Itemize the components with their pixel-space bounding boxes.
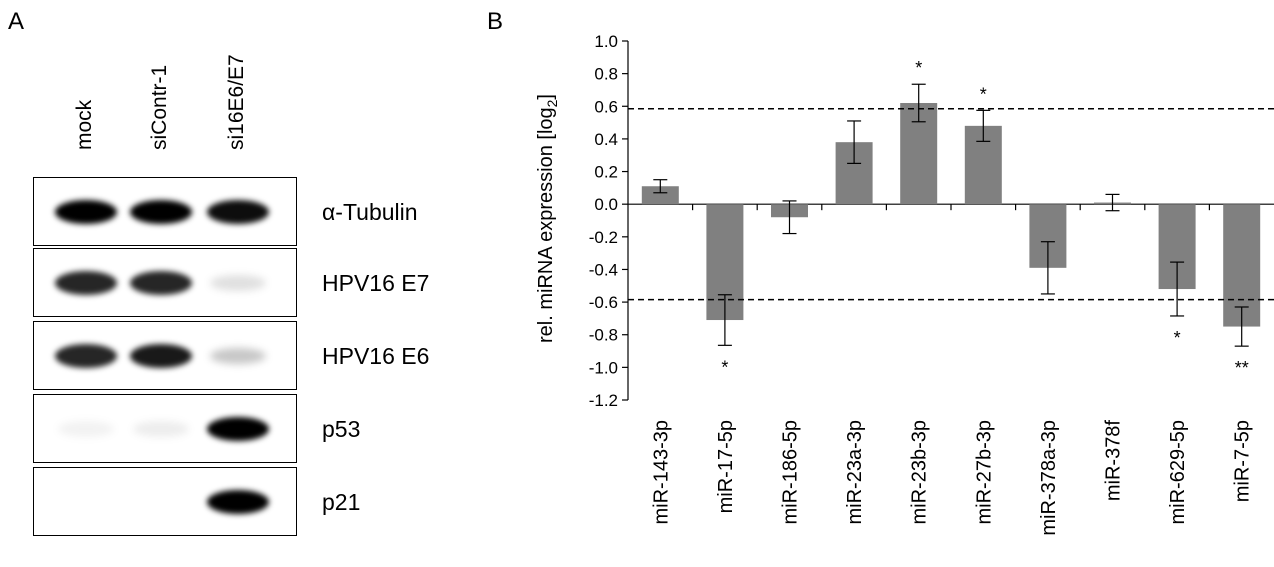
significance-marker: * <box>980 84 987 104</box>
y-tick-label: 0.2 <box>594 163 618 182</box>
bar <box>1223 204 1261 327</box>
y-tick-label: -0.8 <box>589 326 618 345</box>
protein-label: p53 <box>322 416 361 442</box>
blot-band <box>55 200 117 224</box>
y-axis-label: rel. miRNA expression [log2] <box>535 94 560 343</box>
significance-marker: ** <box>1235 358 1249 378</box>
blot-band <box>55 344 117 368</box>
blot-band <box>130 200 192 224</box>
category-label: miR-27b-3p <box>973 420 995 524</box>
y-tick-label: -0.6 <box>589 293 618 312</box>
y-tick-label: 0.4 <box>594 130 618 149</box>
blot-box <box>33 248 297 317</box>
blot-box <box>33 467 297 536</box>
blot-box <box>33 394 297 463</box>
category-label: miR-629-5p <box>1167 420 1189 524</box>
panel-b-letter: B <box>487 8 504 35</box>
category-label: miR-143-3p <box>650 420 672 524</box>
significance-marker: * <box>1174 328 1181 348</box>
y-tick-label: -0.4 <box>589 260 618 279</box>
y-tick-label: 0.8 <box>594 65 618 84</box>
blot-box <box>33 321 297 390</box>
protein-label: HPV16 E7 <box>322 270 430 296</box>
blot-band <box>55 271 117 295</box>
protein-label: HPV16 E6 <box>322 343 430 369</box>
y-tick-label: -1.0 <box>589 358 618 377</box>
category-label: miR-378a-3p <box>1038 420 1060 536</box>
bar <box>641 186 679 205</box>
blot-band <box>210 348 266 364</box>
category-label: miR-17-5p <box>715 420 737 513</box>
significance-marker: * <box>721 357 728 377</box>
category-label: miR-7-5p <box>1232 420 1254 502</box>
blot-box <box>33 177 297 246</box>
blot-band <box>130 271 192 295</box>
y-tick-label: 1.0 <box>594 32 618 51</box>
protein-label: p21 <box>322 489 361 515</box>
blot-band <box>207 490 269 514</box>
y-tick-label: -0.2 <box>589 228 618 247</box>
blot-band <box>207 200 269 224</box>
blot-band <box>133 421 189 437</box>
category-label: miR-378f <box>1103 420 1125 502</box>
blot-band <box>130 344 192 368</box>
y-tick-label: 0.0 <box>594 195 618 214</box>
category-label: miR-23a-3p <box>844 420 866 524</box>
y-tick-label: 0.6 <box>594 97 618 116</box>
protein-label: α-Tubulin <box>322 199 418 225</box>
blot-band <box>207 417 269 441</box>
significance-marker: * <box>915 58 922 78</box>
y-tick-label: -1.2 <box>589 391 618 410</box>
blot-band <box>58 421 114 437</box>
panel-a-letter: A <box>8 8 25 35</box>
blot-band <box>210 275 266 291</box>
category-label: miR-23b-3p <box>909 420 931 524</box>
category-label: miR-186-5p <box>780 420 802 524</box>
